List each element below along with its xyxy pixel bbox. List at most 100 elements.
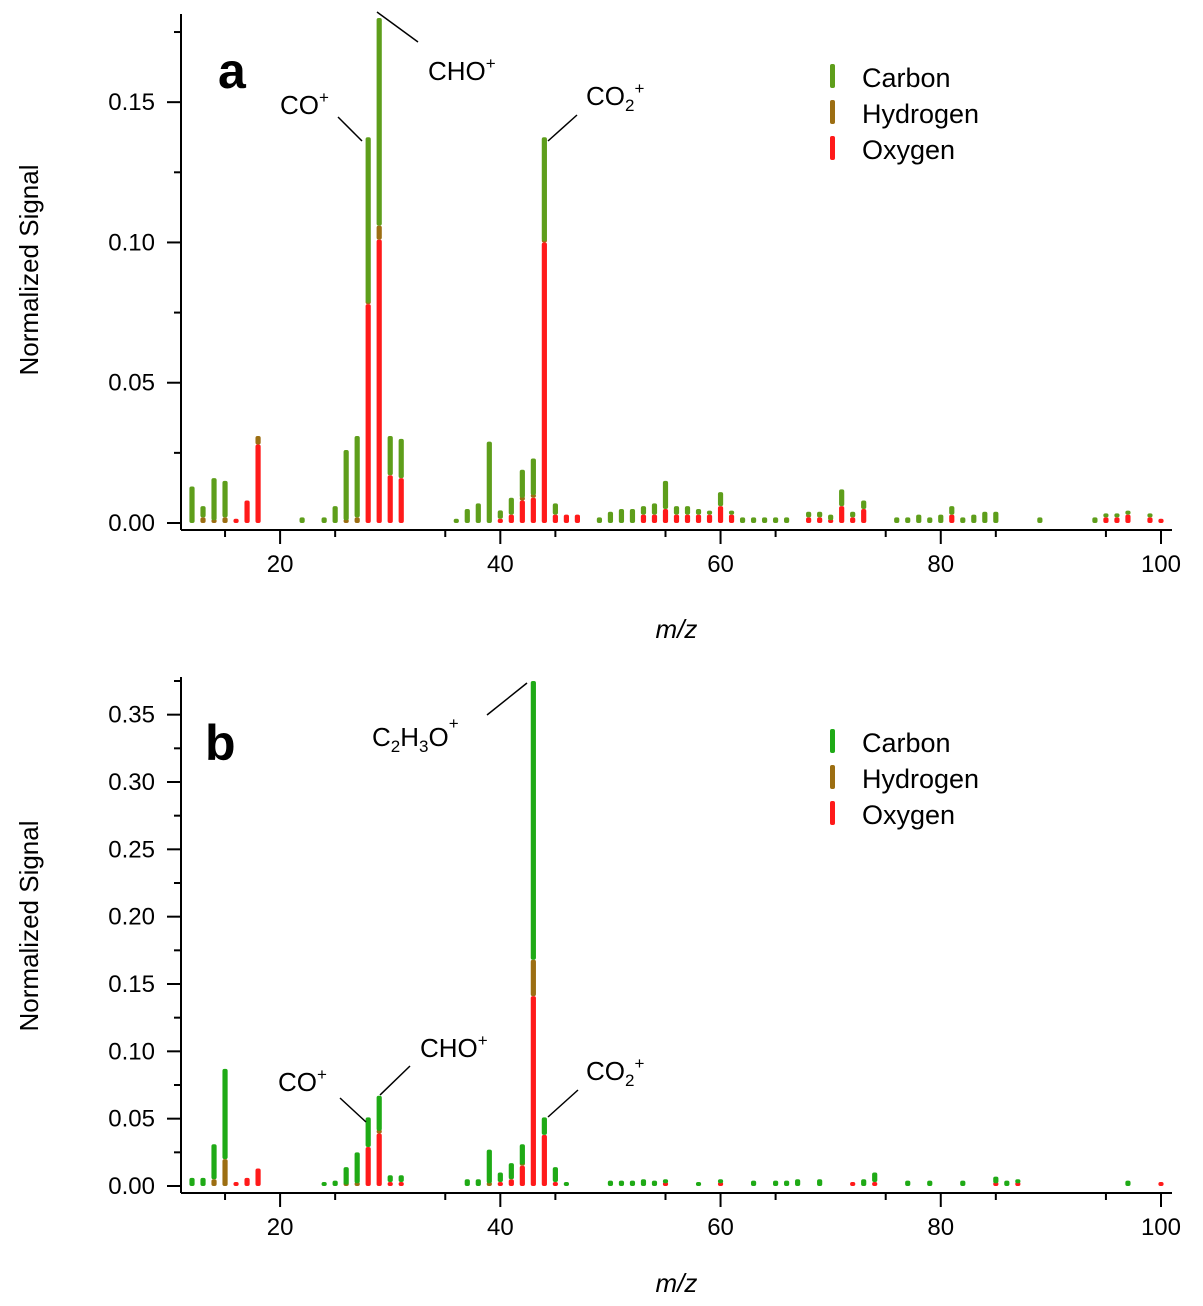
- bar-carbon: [475, 503, 481, 523]
- annotation-formula: CHO: [428, 56, 486, 86]
- bar-oxygen: [1125, 514, 1131, 523]
- bar-oxygen: [244, 500, 250, 523]
- bar-carbon: [651, 1180, 658, 1186]
- bar-carbon: [530, 681, 536, 960]
- bar-carbon: [916, 514, 922, 523]
- bar-oxygen: [640, 514, 647, 523]
- bar-oxygen: [255, 1168, 261, 1186]
- bar-oxygen: [519, 500, 525, 523]
- bar-carbon: [673, 506, 680, 515]
- annotation-superscript: +: [317, 1065, 327, 1084]
- bar-carbon: [982, 511, 988, 523]
- annotation-part: C: [372, 722, 391, 752]
- bar-carbon: [905, 517, 911, 523]
- bar-carbon: [398, 438, 404, 479]
- bar-hydrogen: [376, 225, 382, 240]
- y-tick-label: 0.05: [108, 370, 155, 397]
- bar-oxygen: [255, 444, 261, 523]
- bar-carbon: [706, 510, 713, 515]
- y-axis-label: Normalized Signal: [14, 821, 44, 1032]
- bar-carbon: [750, 517, 757, 523]
- bar-carbon: [596, 517, 603, 523]
- bar-oxygen: [530, 996, 536, 1186]
- bar-oxygen: [497, 1181, 503, 1186]
- bar-carbon: [1004, 1180, 1010, 1186]
- bar-carbon: [486, 1149, 492, 1184]
- bar-carbon: [629, 508, 636, 523]
- bar-carbon: [949, 506, 955, 515]
- bar-carbon: [211, 1144, 217, 1180]
- bar-hydrogen: [211, 1179, 217, 1186]
- bar-carbon: [773, 1180, 779, 1186]
- bar-oxygen: [376, 239, 382, 523]
- bar-oxygen: [552, 1181, 558, 1186]
- bar-carbon: [497, 1172, 503, 1182]
- bar-carbon: [717, 492, 724, 507]
- bar-carbon: [365, 137, 371, 303]
- bar-carbon: [497, 510, 503, 519]
- bar-carbon: [211, 478, 217, 521]
- bar-oxygen: [949, 514, 955, 523]
- bar-carbon: [761, 517, 768, 523]
- bar-hydrogen: [530, 959, 536, 997]
- bar-oxygen: [651, 514, 658, 523]
- bar-carbon: [464, 1179, 470, 1186]
- bar-carbon: [795, 1179, 801, 1186]
- bar-carbon: [640, 506, 647, 515]
- bar-carbon: [189, 1177, 195, 1186]
- bar-carbon: [784, 1180, 790, 1186]
- annotation-label: CO2+: [586, 1054, 644, 1090]
- legend-entry: Hydrogen: [862, 99, 979, 129]
- bar-carbon: [773, 517, 779, 523]
- bar-carbon: [541, 137, 547, 242]
- bar-oxygen: [695, 514, 702, 523]
- bar-carbon: [717, 1179, 724, 1184]
- annotation-part: H: [400, 722, 419, 752]
- bar-carbon: [662, 480, 669, 509]
- bar-carbon: [618, 508, 625, 523]
- bar-oxygen: [376, 1133, 382, 1186]
- bar-hydrogen: [255, 436, 261, 445]
- bar-carbon: [960, 1180, 966, 1186]
- bar-carbon: [640, 1179, 647, 1186]
- legend-entry: Hydrogen: [862, 764, 979, 794]
- bar-carbon: [354, 1152, 360, 1184]
- y-tick-label: 0.35: [108, 702, 155, 729]
- bar-carbon: [519, 1144, 525, 1165]
- bar-carbon: [552, 503, 558, 515]
- x-tick-label: 20: [267, 1214, 294, 1241]
- bar-carbon: [354, 436, 360, 518]
- bar-carbon: [750, 1180, 757, 1186]
- annotation-leader-line: [547, 114, 578, 142]
- y-tick-label: 0.20: [108, 904, 155, 931]
- bar-oxygen: [717, 506, 724, 523]
- bar-oxygen: [1114, 517, 1120, 523]
- bar-carbon: [222, 1068, 228, 1160]
- bar-carbon: [1037, 517, 1043, 523]
- annotation-label: CHO+: [420, 1031, 488, 1063]
- bar-carbon: [1015, 1179, 1021, 1184]
- bar-carbon: [861, 500, 867, 509]
- annotation-superscript: +: [449, 714, 459, 733]
- annotation-label: CO+: [280, 88, 329, 120]
- y-axis-label: Normalized Signal: [14, 165, 44, 376]
- bar-oxygen: [552, 514, 558, 523]
- y-tick-label: 0.15: [108, 971, 155, 998]
- bar-carbon: [993, 1176, 999, 1184]
- annotation-label: C2H3O+: [372, 714, 459, 756]
- y-tick-label: 0.30: [108, 769, 155, 796]
- panel-letter: a: [218, 43, 247, 99]
- bar-carbon: [530, 458, 536, 495]
- bar-carbon: [1114, 513, 1120, 518]
- bar-oxygen: [398, 478, 404, 523]
- x-tick-label: 60: [707, 551, 734, 578]
- bar-carbon: [1092, 517, 1098, 523]
- bar-carbon: [607, 1180, 614, 1186]
- bar-carbon: [508, 1163, 514, 1180]
- bar-carbon: [629, 1180, 636, 1186]
- bar-carbon: [695, 1181, 702, 1186]
- annotation-part: O: [429, 722, 449, 752]
- x-tick-label: 80: [927, 1214, 954, 1241]
- bar-carbon: [817, 511, 823, 518]
- x-axis-label: m/z: [656, 614, 698, 644]
